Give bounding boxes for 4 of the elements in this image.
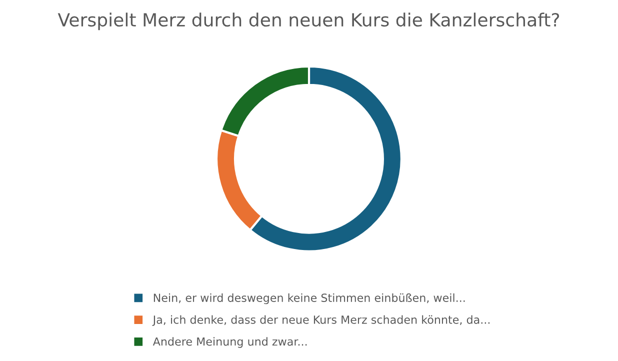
legend-label: Andere Meinung und zwar...	[152, 337, 307, 348]
chart-title: Verspielt Merz durch den neuen Kurs die Kanzlerschaft?	[58, 12, 560, 30]
legend-label: Ja, ich denke, dass der neue Kurs Merz schaden könnte, da...	[152, 315, 490, 326]
legend-label: Nein, er wird deswegen keine Stimmen einbüßen, weil...	[154, 293, 465, 304]
